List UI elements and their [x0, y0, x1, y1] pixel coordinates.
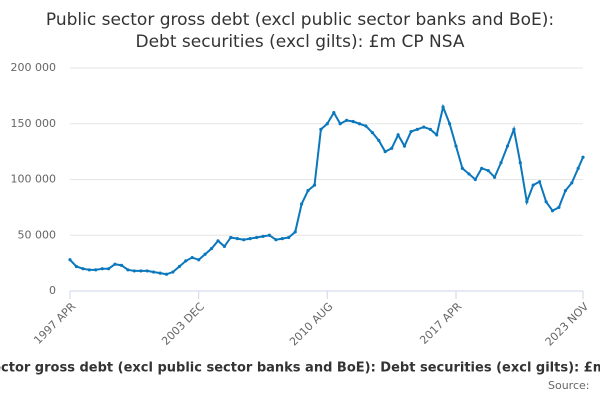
- data-point: [190, 255, 194, 260]
- data-point: [396, 133, 400, 137]
- chart-title: Public sector gross debt (excl public se…: [46, 10, 554, 30]
- data-point: [119, 263, 124, 267]
- data-point: [383, 150, 387, 154]
- y-tick-label: 150 000: [11, 117, 57, 130]
- data-point: [402, 144, 407, 148]
- data-point: [576, 166, 580, 170]
- data-point: [145, 269, 149, 273]
- data-point: [537, 180, 542, 184]
- data-point: [248, 236, 252, 241]
- x-tick-label: 2003 DEC: [159, 300, 207, 348]
- data-point: [222, 244, 227, 248]
- data-point: [512, 127, 516, 131]
- data-point: [531, 183, 535, 187]
- data-point: [68, 258, 72, 262]
- data-point: [107, 267, 111, 271]
- data-point: [441, 105, 445, 109]
- data-point: [319, 127, 323, 131]
- data-point: [448, 122, 452, 126]
- data-point: [581, 155, 585, 159]
- data-point: [570, 181, 574, 185]
- x-tick-label: 1997 APR: [31, 300, 78, 347]
- data-point: [460, 166, 464, 170]
- data-point: [235, 236, 239, 241]
- data-point: [306, 189, 310, 193]
- data-point: [499, 161, 503, 165]
- data-point: [164, 272, 169, 276]
- data-point: [113, 262, 117, 266]
- data-point: [74, 264, 78, 269]
- data-point: [151, 270, 156, 274]
- data-point: [267, 233, 271, 237]
- data-point: [87, 268, 91, 272]
- data-point: [415, 127, 420, 131]
- data-point: [422, 125, 426, 129]
- data-point: [344, 118, 349, 123]
- data-point: [428, 127, 432, 131]
- data-point: [312, 183, 317, 187]
- data-point: [287, 235, 291, 240]
- data-point: [261, 234, 265, 238]
- data-point: [81, 267, 85, 271]
- data-point: [203, 252, 207, 256]
- data-point: [467, 172, 471, 176]
- data-point: [100, 267, 104, 271]
- data-point: [325, 122, 329, 126]
- data-point: [454, 144, 458, 148]
- data-point: [94, 268, 98, 272]
- data-point: [525, 200, 529, 204]
- x-tick-label: 2023 NOV: [543, 300, 592, 349]
- chart-title: Debt securities (excl gilts): £m CP NSA: [136, 32, 465, 52]
- y-tick-label: 0: [49, 284, 56, 297]
- x-tick-label: 2017 APR: [417, 300, 464, 347]
- data-point: [409, 129, 413, 134]
- y-tick-label: 200 000: [11, 61, 57, 74]
- data-point: [390, 146, 394, 150]
- data-point: [480, 166, 484, 170]
- data-point: [177, 264, 182, 269]
- data-point: [209, 247, 214, 251]
- y-tick-label: 100 000: [11, 173, 57, 186]
- data-point: [255, 235, 259, 240]
- data-point: [293, 230, 297, 234]
- data-point: [544, 200, 548, 204]
- data-point: [357, 122, 362, 126]
- x-tick-label: 2010 AUG: [287, 300, 336, 349]
- data-point: [132, 269, 136, 273]
- data-point: [550, 209, 555, 213]
- data-point: [197, 258, 201, 262]
- data-point: [557, 205, 561, 209]
- data-point: [184, 259, 188, 263]
- data-point: [300, 202, 304, 206]
- source: Source:: [548, 379, 590, 392]
- data-point: [158, 271, 162, 275]
- data-point: [242, 238, 246, 242]
- data-point: [126, 268, 130, 272]
- data-point: [493, 175, 497, 179]
- data-point: [280, 236, 284, 241]
- data-point: [563, 189, 568, 193]
- data-point: [274, 238, 278, 242]
- data-point: [139, 269, 143, 273]
- data-point: [370, 131, 375, 135]
- data-point: [473, 177, 477, 182]
- data-point: [229, 235, 233, 240]
- data-point: [338, 122, 342, 126]
- data-point: [435, 133, 439, 137]
- legend-entry: Public sector gross debt (excl public se…: [0, 361, 600, 376]
- data-point: [171, 270, 175, 274]
- data-point: [377, 138, 381, 143]
- data-point: [351, 119, 355, 124]
- data-point: [486, 168, 490, 173]
- data-point: [505, 144, 510, 148]
- data-point: [364, 124, 368, 128]
- series-line: [69, 103, 584, 276]
- y-tick-label: 50 000: [18, 228, 57, 241]
- data-point: [332, 111, 336, 115]
- data-point: [518, 161, 522, 165]
- data-point: [216, 239, 220, 243]
